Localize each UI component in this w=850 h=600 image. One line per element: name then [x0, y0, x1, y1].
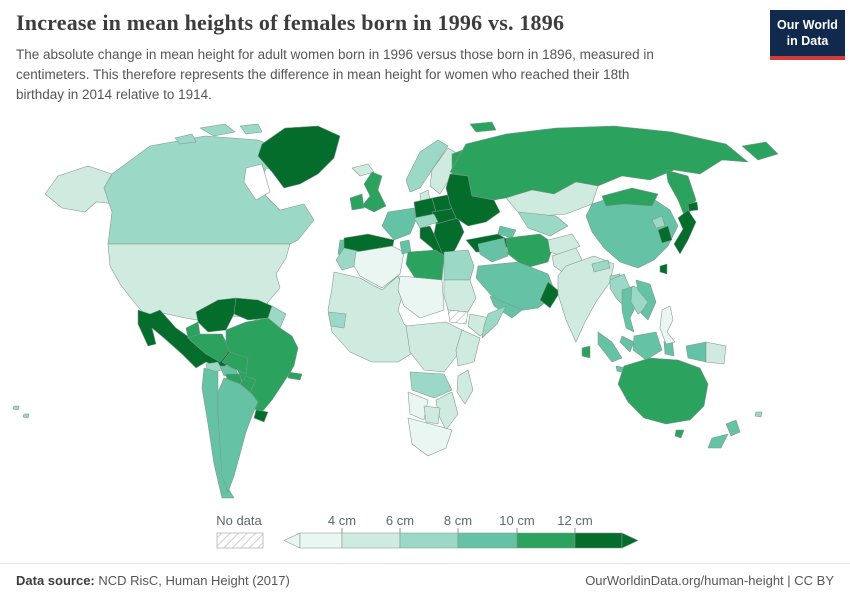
legend-bin-2[interactable]	[399, 532, 459, 549]
region-sahel[interactable]	[397, 275, 445, 319]
world-map	[12, 121, 779, 499]
legend-tick-label-3: 10 cm	[499, 513, 534, 528]
country-iran[interactable]	[505, 233, 555, 269]
legend-tick-label-0: 4 cm	[328, 513, 356, 528]
country-oman[interactable]	[539, 281, 561, 309]
owid-logo[interactable]: Our World in Data	[770, 10, 845, 60]
country-taiwan[interactable]	[659, 263, 668, 275]
country-egypt[interactable]	[443, 249, 475, 281]
country-new-zealand-north[interactable]	[725, 419, 741, 437]
island-arctic-3[interactable]	[174, 133, 197, 145]
country-argentina[interactable]	[217, 377, 259, 493]
legend-arrow-right[interactable]	[621, 532, 639, 549]
country-peru[interactable]	[187, 333, 231, 363]
country-japan[interactable]	[673, 209, 697, 255]
country-ireland[interactable]	[349, 193, 365, 211]
country-sri-lanka[interactable]	[581, 345, 591, 359]
country-philippines[interactable]	[659, 305, 676, 345]
country-south-africa[interactable]	[407, 417, 453, 457]
country-france[interactable]	[381, 207, 417, 241]
legend-bin-5[interactable]	[574, 532, 623, 549]
legend-tick-label-4: 12 cm	[557, 513, 592, 528]
owid-logo-line1: Our World	[777, 18, 838, 32]
no-data-swatch[interactable]	[216, 532, 264, 549]
island-fiji[interactable]	[754, 411, 763, 418]
country-australia[interactable]	[617, 357, 709, 425]
country-norway[interactable]	[405, 139, 449, 193]
country-new-zealand-south[interactable]	[707, 433, 729, 449]
country-botswana[interactable]	[423, 405, 441, 425]
country-mongolia[interactable]	[601, 187, 659, 207]
chart-header: Increase in mean heights of females born…	[16, 10, 756, 105]
owid-logo-line2: in Data	[786, 34, 829, 49]
country-japan-hokkaido[interactable]	[687, 201, 699, 212]
country-iceland[interactable]	[351, 163, 375, 177]
island-arctic-1[interactable]	[199, 123, 236, 137]
country-yemen[interactable]	[489, 295, 523, 319]
legend-bin-1[interactable]	[341, 532, 401, 549]
region-central-africa[interactable]	[405, 321, 463, 373]
map-legend-svg: No data 4 cm 6 cm 8 cm 10 cm 12 cm	[216, 513, 639, 549]
legend-arrow-left[interactable]	[283, 532, 301, 549]
country-bolivia[interactable]	[221, 351, 249, 375]
country-nepal[interactable]	[591, 259, 611, 273]
legend-bin-4[interactable]	[516, 532, 576, 549]
country-algeria[interactable]	[353, 245, 405, 289]
country-madagascar[interactable]	[456, 369, 474, 405]
chart-subtitle: The absolute change in mean height for a…	[16, 47, 654, 102]
country-south-sudan[interactable]	[447, 309, 469, 325]
country-south-korea[interactable]	[657, 225, 673, 244]
country-uk[interactable]	[361, 171, 387, 213]
country-papua-new-guinea[interactable]	[705, 341, 727, 365]
region-chukotka[interactable]	[741, 141, 779, 161]
world-map-container	[0, 116, 850, 508]
region-west-papua[interactable]	[685, 341, 707, 363]
country-hispaniola[interactable]	[287, 371, 303, 381]
region-iraq-syria[interactable]	[477, 237, 509, 263]
country-saudi-arabia[interactable]	[475, 261, 557, 313]
country-libya[interactable]	[405, 249, 445, 281]
region-alps[interactable]	[413, 213, 439, 229]
country-greenland[interactable]	[257, 125, 341, 189]
country-namibia[interactable]	[407, 391, 429, 421]
region-kenya-tanzania[interactable]	[455, 329, 481, 367]
no-data-label: No data	[216, 513, 262, 528]
island-sumatra[interactable]	[597, 331, 623, 363]
island-pacific-2[interactable]	[22, 413, 30, 419]
chart-title: Increase in mean heights of females born…	[16, 10, 565, 35]
island-borneo[interactable]	[632, 331, 663, 361]
region-svalbard[interactable]	[469, 121, 497, 133]
island-tasmania[interactable]	[674, 429, 685, 439]
country-north-korea[interactable]	[651, 215, 666, 229]
data-source-value: NCD RisC, Human Height (2017)	[94, 573, 290, 588]
chart-footer: Data source: NCD RisC, Human Height (201…	[0, 563, 850, 588]
legend-bin-0[interactable]	[299, 532, 343, 549]
hudson-bay	[243, 163, 271, 201]
map-legend: No data 4 cm 6 cm 8 cm 10 cm 12 cm	[0, 508, 850, 558]
country-colombia[interactable]	[195, 297, 237, 333]
legend-tick-label-1: 6 cm	[386, 513, 414, 528]
island-pacific-1[interactable]	[12, 405, 20, 411]
region-angola-zambia[interactable]	[409, 371, 453, 399]
country-sudan[interactable]	[443, 279, 477, 313]
country-vietnam[interactable]	[635, 279, 657, 321]
region-senegal-guinea[interactable]	[327, 311, 347, 329]
island-arctic-2[interactable]	[239, 123, 263, 135]
attribution-link[interactable]: OurWorldinData.org/human-height | CC BY	[585, 573, 834, 588]
data-source-label: Data source:	[16, 573, 95, 588]
country-somalia[interactable]	[481, 305, 507, 339]
data-source: Data source: NCD RisC, Human Height (201…	[16, 573, 290, 588]
country-uruguay[interactable]	[253, 409, 269, 423]
country-russia[interactable]	[449, 125, 749, 201]
legend-bin-3[interactable]	[457, 532, 518, 549]
legend-tick-label-2: 8 cm	[444, 513, 472, 528]
country-malaysia[interactable]	[619, 335, 635, 353]
region-central-asia[interactable]	[517, 211, 569, 237]
